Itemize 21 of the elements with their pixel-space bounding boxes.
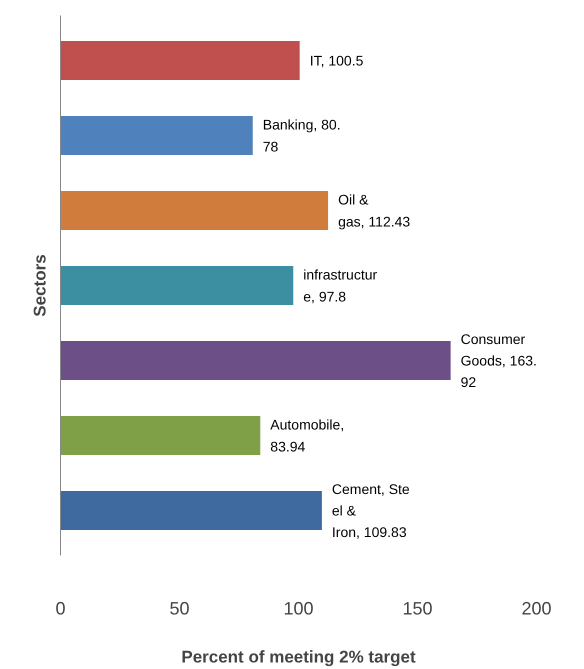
bar bbox=[60, 416, 260, 455]
data-label: Banking, 80. 78 bbox=[262, 116, 341, 154]
bar bbox=[60, 116, 253, 155]
x-axis-title: Percent of meeting 2% target bbox=[181, 648, 416, 666]
data-label: infrastructur e, 97.8 bbox=[303, 266, 378, 304]
bar bbox=[60, 491, 322, 530]
x-tick-label: 0 bbox=[55, 598, 66, 618]
x-tick-label: 50 bbox=[169, 598, 190, 618]
data-label: Cement, Ste el & Iron, 109.83 bbox=[332, 480, 410, 540]
bar bbox=[60, 41, 300, 80]
x-tick-label: 150 bbox=[402, 598, 433, 618]
bar bbox=[60, 341, 451, 380]
data-label: Oil & gas, 112.43 bbox=[338, 192, 410, 230]
x-tick-label: 100 bbox=[283, 598, 314, 618]
bar bbox=[60, 266, 294, 305]
data-label: Automobile, 83.94 bbox=[270, 416, 344, 454]
y-axis-title: Sectors bbox=[30, 254, 50, 317]
bar bbox=[60, 191, 328, 230]
data-label: IT, 100.5 bbox=[310, 52, 364, 68]
x-tick-label: 200 bbox=[521, 598, 552, 618]
data-label: Consumer Goods, 163. 92 bbox=[460, 330, 537, 390]
